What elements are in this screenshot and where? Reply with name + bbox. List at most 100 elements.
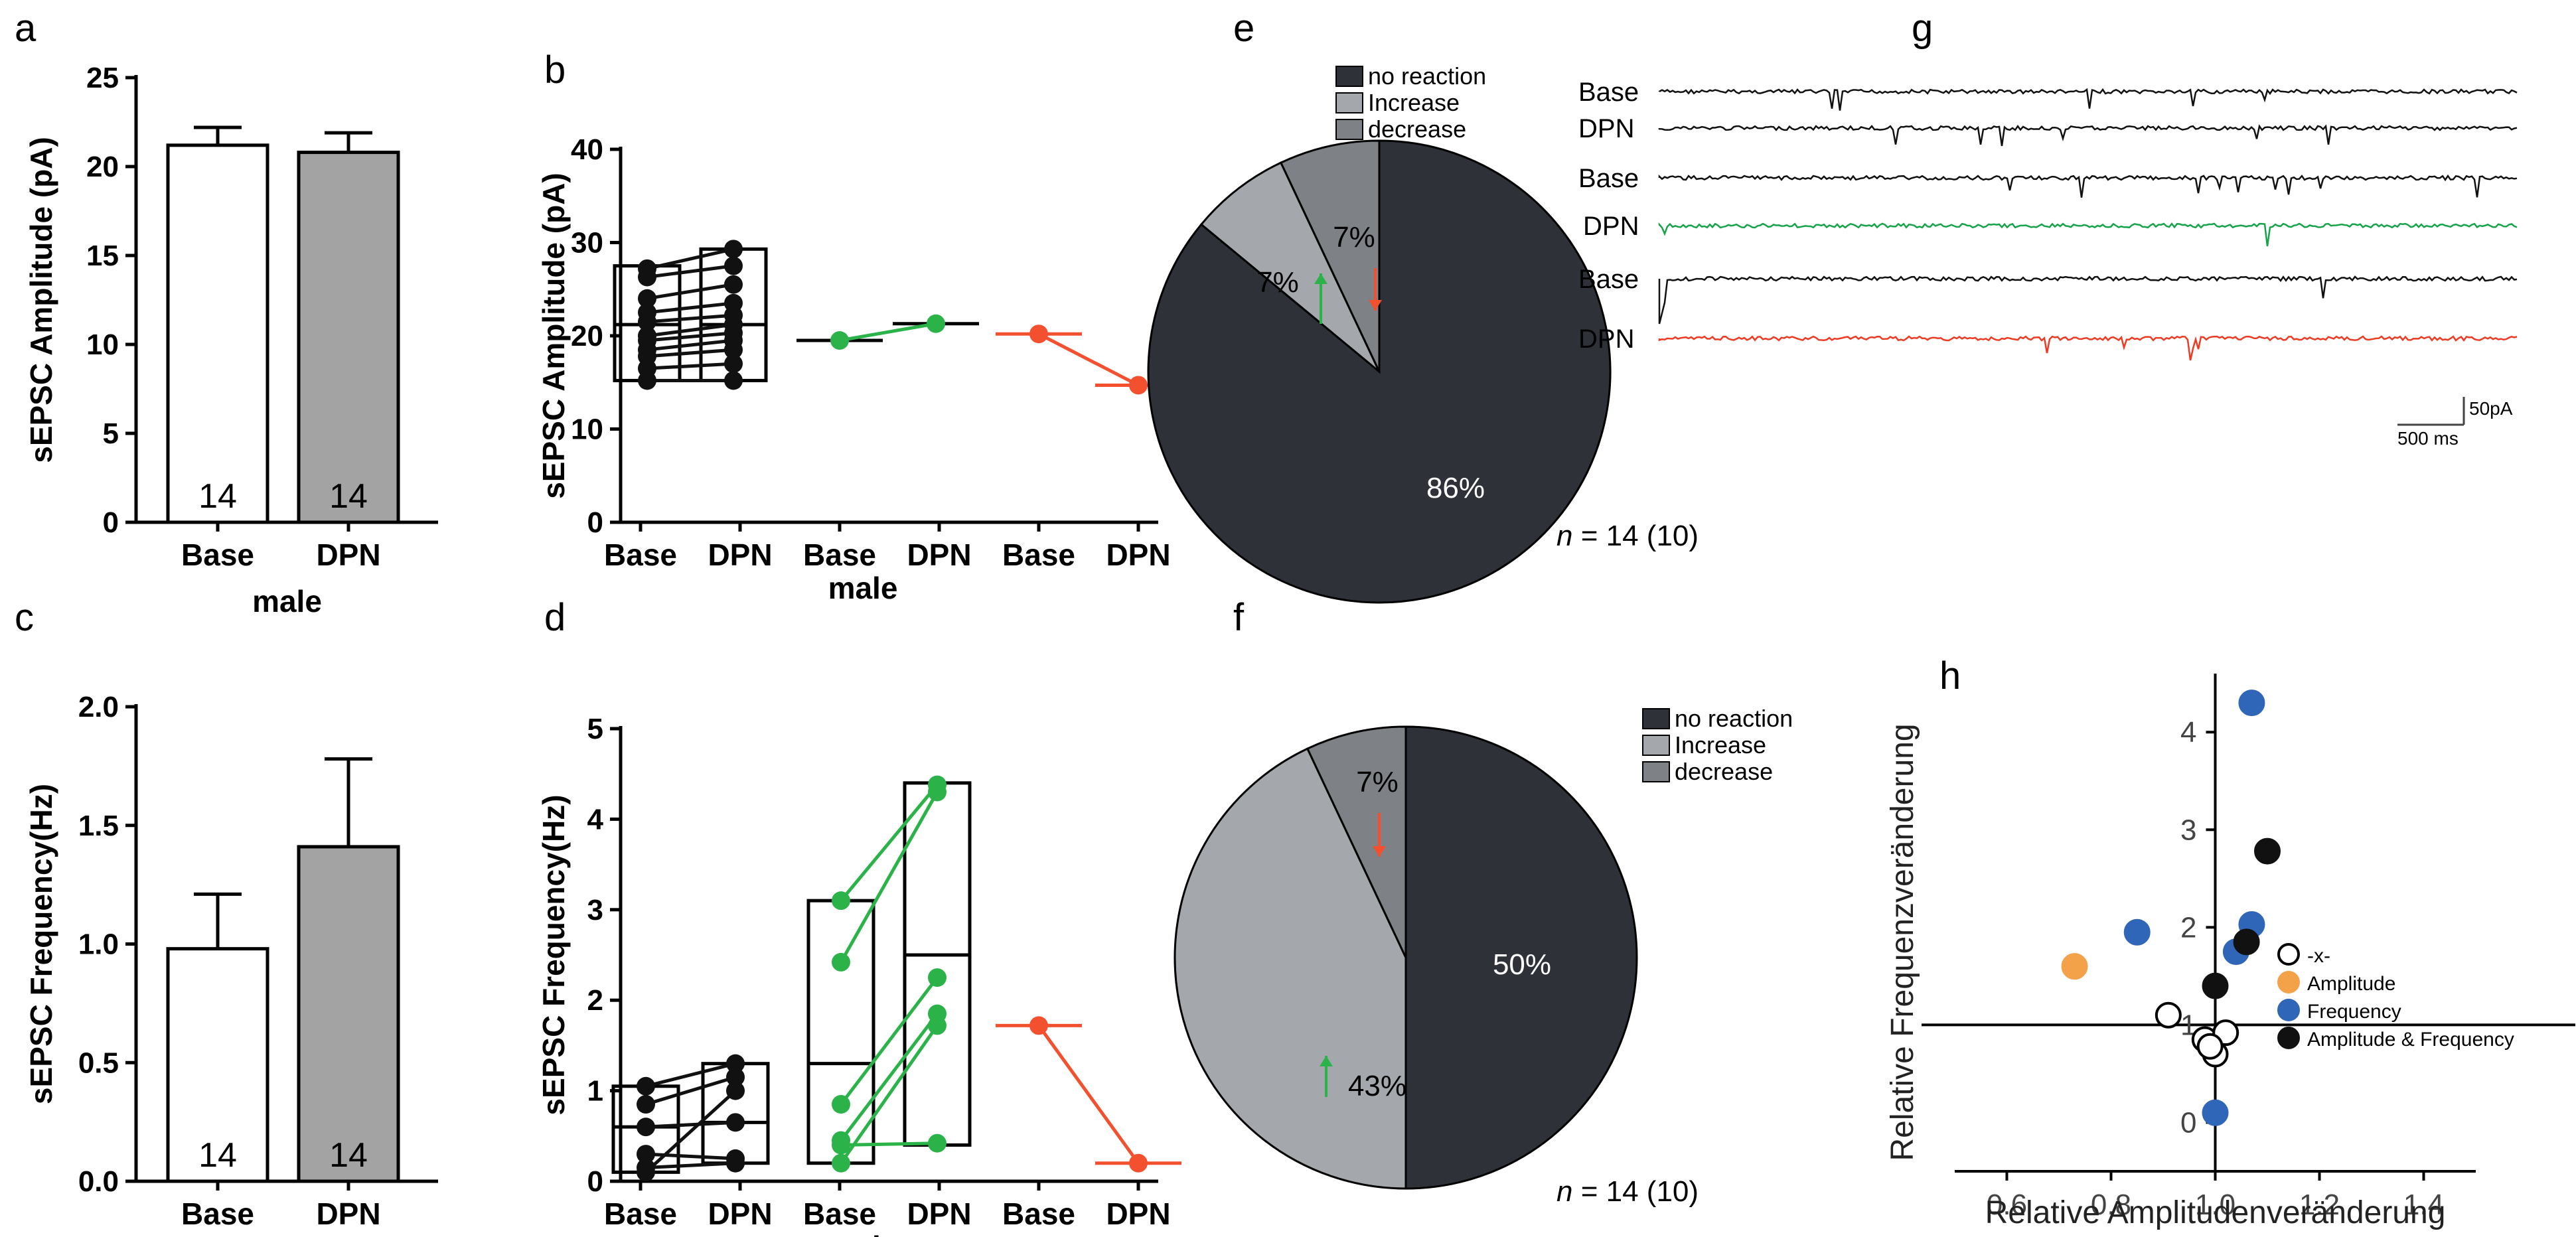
legend-label: no reaction: [1368, 62, 1486, 90]
legend-swatch: [1335, 66, 1363, 87]
n-count: = 14 (10): [1572, 1175, 1699, 1208]
x-tick-label: 0.8: [2091, 1189, 2131, 1221]
panel-label-b: b: [544, 48, 566, 92]
black-pair-line: [646, 348, 734, 358]
legend-label: Frequency: [2307, 1001, 2401, 1023]
x-axis-title: male: [828, 1230, 898, 1237]
n-label: 14: [329, 477, 368, 516]
legend-swatch: [1335, 119, 1363, 140]
y-tick-label: 0.0: [78, 1165, 119, 1198]
green-pair-line: [839, 791, 939, 964]
y-axis-title: sEPSC Frequency(Hz): [536, 794, 571, 1115]
bar-dpn: [297, 151, 400, 524]
legend-label: Amplitude & Frequency: [2307, 1029, 2514, 1051]
x-tick-label: DPN: [316, 1197, 380, 1231]
x-tick-label: Base: [181, 1197, 254, 1231]
black-pair-line: [646, 323, 734, 338]
green-pair-line: [840, 1013, 939, 1142]
y-tick-label: 0.5: [78, 1047, 119, 1079]
slice-increase: [1199, 161, 1381, 373]
y-tick-label: 40: [571, 133, 603, 166]
panel-d-paired-plot: 0 1 2 3 4 5 Base DPN Base DPN Base DPN male sEPSC Fre…: [536, 713, 1181, 1237]
black-pair-point-dpn: [726, 1153, 745, 1173]
n-label: n = 14 (10): [1556, 1175, 1699, 1208]
y-tick-label: 1.5: [78, 810, 119, 842]
legend-marker: [2277, 971, 2300, 993]
n-count: = 14 (10): [1572, 520, 1699, 552]
green-pair-line: [840, 1141, 938, 1147]
trace-label-5: DPN: [1578, 325, 1634, 354]
slice-decrease: [1279, 139, 1381, 372]
scale-label-y: 50pA: [2469, 398, 2513, 419]
black-pair-point-base: [638, 267, 656, 287]
trace-5: [1658, 335, 2518, 361]
panel-g-traces: Base DPN Base DPN Base DPN 50pA 500 ms: [1578, 78, 2518, 449]
black-pair-point-dpn: [726, 1068, 745, 1087]
n-label: n = 14 (10): [1556, 520, 1699, 552]
trace-label-1: DPN: [1578, 114, 1634, 143]
green-point-base: [830, 331, 849, 350]
black-pair-point-dpn: [726, 1113, 745, 1132]
panel-c-bar-chart: 0.00.51.01.52.014Base14DPNmalesEPSC Freq…: [24, 691, 438, 1231]
x-tick-label: DPN: [1106, 538, 1170, 572]
n-label: 14: [198, 1136, 237, 1175]
slice-label-no-reaction: 86%: [1426, 472, 1485, 504]
legend-label: decrease: [1675, 758, 1773, 785]
trace-4: [1658, 275, 2518, 325]
black-pair-line: [645, 1120, 736, 1129]
x-tick-label: Base: [604, 1197, 677, 1231]
y-axis-title: sEPSC Frequency(Hz): [24, 784, 58, 1104]
black-pair-point-base: [638, 312, 656, 331]
slice-label-increase: 7%: [1256, 266, 1299, 299]
green-pair-line: [840, 783, 939, 902]
x-axis-title: male: [252, 584, 322, 618]
trace-1: [1658, 124, 2518, 147]
trace-2: [1658, 174, 2518, 198]
legend-label: Increase: [1675, 731, 1766, 759]
point-amplitudefrequency: [2254, 837, 2281, 865]
y-tick-label: 30: [571, 227, 603, 259]
x-tick-label: Base: [604, 538, 677, 572]
x-tick-label: Base: [1002, 1197, 1075, 1231]
y-axis-title: sEPSC Amplitude (pA): [536, 173, 571, 499]
slice-no-reaction: [1404, 725, 1638, 1190]
x-tick-label: Base: [803, 1197, 876, 1231]
red-point-base: [1029, 325, 1048, 344]
green-pair-line: [839, 1024, 939, 1165]
legend-swatch: [1642, 735, 1670, 756]
black-pair-point-dpn: [724, 240, 743, 259]
black-pair-point-dpn: [724, 354, 743, 374]
trace-label-4: Base: [1578, 265, 1639, 294]
decrease-arrow-head: [1373, 846, 1386, 857]
y-tick-label: 1.0: [78, 928, 119, 961]
n-italic: n: [1556, 1175, 1572, 1208]
green-pair-point-base: [832, 1153, 850, 1173]
green-pair-point-dpn: [928, 782, 947, 802]
black-pair-line: [645, 1075, 736, 1106]
box: [903, 781, 972, 1147]
y-tick-label: 0: [587, 506, 603, 539]
point-frequency: [2123, 918, 2151, 946]
legend-label: Increase: [1368, 89, 1460, 116]
x-tick-label: DPN: [316, 538, 380, 572]
slice-increase: [1174, 747, 1407, 1190]
slice-label-decrease: 7%: [1356, 766, 1399, 798]
black-pair-point-dpn: [724, 256, 743, 275]
y-tick-label: 20: [86, 151, 119, 183]
black-pair-line: [646, 313, 734, 324]
y-tick-label: 15: [86, 240, 119, 272]
green-pair-point-dpn: [928, 1133, 947, 1153]
y-tick-label: 2: [2180, 911, 2196, 944]
trace-label-3: DPN: [1583, 212, 1639, 241]
black-pair-point-dpn: [726, 1054, 745, 1073]
point-amplitude: [2061, 953, 2088, 980]
red-point-dpn: [1129, 1153, 1148, 1173]
trace-3: [1658, 222, 2518, 247]
y-tick-label: 3: [587, 894, 603, 926]
x-tick-label: 1.2: [2299, 1189, 2340, 1221]
point-frequency: [2202, 1099, 2229, 1126]
scale-label-x: 500 ms: [2397, 428, 2459, 449]
legend-label: no reaction: [1675, 705, 1793, 732]
